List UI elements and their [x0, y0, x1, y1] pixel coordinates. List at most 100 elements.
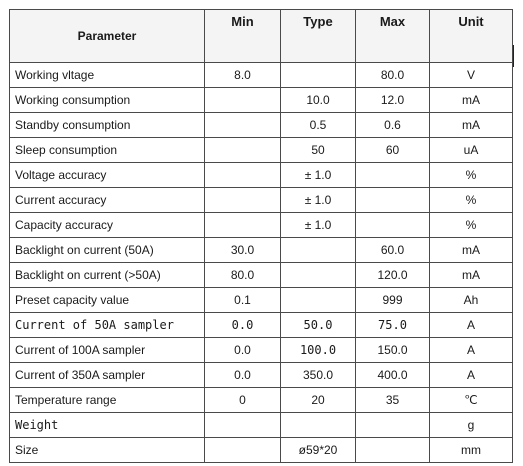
cell-unit: A	[429, 337, 513, 363]
cell-min: 0.1	[204, 287, 281, 313]
cell-type: ± 1.0	[280, 187, 356, 213]
cell-type: 350.0	[280, 362, 356, 388]
cell-unit: %	[429, 187, 513, 213]
spec-table-header: Parameter Min Type Max Unit	[9, 9, 513, 63]
cell-unit: mA	[429, 112, 513, 138]
cell-type: ø59*20	[280, 437, 356, 463]
cell-unit: A	[429, 362, 513, 388]
cell-max: 60	[355, 137, 430, 163]
header-unit: Unit	[429, 9, 513, 63]
cell-type: 0.5	[280, 112, 356, 138]
table-row: Temperature range 0 20 35 ℃	[9, 387, 513, 413]
cell-type	[280, 412, 356, 438]
cell-unit: mm	[429, 437, 513, 463]
cell-max: 75.0	[355, 312, 430, 338]
cell-max: 12.0	[355, 87, 430, 113]
cell-max	[355, 437, 430, 463]
cell-parameter: Size	[9, 437, 205, 463]
cell-type	[280, 287, 356, 313]
cell-parameter: Temperature range	[9, 387, 205, 413]
cell-unit: V	[429, 62, 513, 88]
cell-parameter: Current of 100A sampler	[9, 337, 205, 363]
cell-parameter: Preset capacity value	[9, 287, 205, 313]
cell-max: 120.0	[355, 262, 430, 288]
cell-min: 0.0	[204, 362, 281, 388]
table-row: Current of 350A sampler 0.0 350.0 400.0 …	[9, 362, 513, 388]
cell-unit: uA	[429, 137, 513, 163]
cell-min	[204, 437, 281, 463]
header-row: Parameter Min Type Max Unit	[9, 9, 513, 63]
cell-max	[355, 162, 430, 188]
cell-max: 999	[355, 287, 430, 313]
cell-type: 50	[280, 137, 356, 163]
spec-table: Parameter Min Type Max Unit Working vlta…	[9, 9, 513, 463]
cell-parameter: Current accuracy	[9, 187, 205, 213]
cell-max: 0.6	[355, 112, 430, 138]
cell-parameter: Backlight on current (50A)	[9, 237, 205, 263]
cell-unit: A	[429, 312, 513, 338]
table-row: Weight g	[9, 412, 513, 438]
cell-parameter: Weight	[9, 412, 205, 438]
table-row: Working vltage 8.0 80.0 V	[9, 62, 513, 88]
cell-unit: %	[429, 162, 513, 188]
table-row: Backlight on current (>50A) 80.0 120.0 m…	[9, 262, 513, 288]
cell-min	[204, 412, 281, 438]
cell-parameter: Backlight on current (>50A)	[9, 262, 205, 288]
cell-min: 80.0	[204, 262, 281, 288]
cell-min	[204, 137, 281, 163]
header-type: Type	[280, 9, 356, 63]
cell-type	[280, 62, 356, 88]
cell-min: 0.0	[204, 337, 281, 363]
cell-max: 150.0	[355, 337, 430, 363]
cell-max	[355, 412, 430, 438]
cell-max: 60.0	[355, 237, 430, 263]
cell-max: 80.0	[355, 62, 430, 88]
cell-parameter: Voltage accuracy	[9, 162, 205, 188]
table-row: Current of 100A sampler 0.0 100.0 150.0 …	[9, 337, 513, 363]
cell-min	[204, 162, 281, 188]
cell-type: 20	[280, 387, 356, 413]
cell-unit: g	[429, 412, 513, 438]
cell-min: 8.0	[204, 62, 281, 88]
table-row: Working consumption 10.0 12.0 mA	[9, 87, 513, 113]
cell-type	[280, 262, 356, 288]
cell-parameter: Current of 50A sampler	[9, 312, 205, 338]
cell-min: 0	[204, 387, 281, 413]
cell-max: 400.0	[355, 362, 430, 388]
cell-min: 0.0	[204, 312, 281, 338]
table-row: Backlight on current (50A) 30.0 60.0 mA	[9, 237, 513, 263]
cell-unit: ℃	[429, 387, 513, 413]
cell-parameter: Working vltage	[9, 62, 205, 88]
cell-parameter: Sleep consumption	[9, 137, 205, 163]
cell-type: 10.0	[280, 87, 356, 113]
header-max: Max	[355, 9, 430, 63]
table-row: Preset capacity value 0.1 999 Ah	[9, 287, 513, 313]
cell-type: ± 1.0	[280, 162, 356, 188]
cell-parameter: Capacity accuracy	[9, 212, 205, 238]
table-row: Sleep consumption 50 60 uA	[9, 137, 513, 163]
page-edge-mark	[512, 45, 514, 67]
cell-min: 30.0	[204, 237, 281, 263]
cell-unit: %	[429, 212, 513, 238]
cell-parameter: Standby consumption	[9, 112, 205, 138]
cell-unit: Ah	[429, 287, 513, 313]
cell-unit: mA	[429, 262, 513, 288]
cell-min	[204, 212, 281, 238]
cell-min	[204, 112, 281, 138]
spec-table-body: Working vltage 8.0 80.0 V Working consum…	[9, 62, 513, 463]
table-row: Standby consumption 0.5 0.6 mA	[9, 112, 513, 138]
cell-min	[204, 187, 281, 213]
cell-parameter: Working consumption	[9, 87, 205, 113]
cell-unit: mA	[429, 237, 513, 263]
table-row: Size ø59*20 mm	[9, 437, 513, 463]
table-row: Current accuracy ± 1.0 %	[9, 187, 513, 213]
header-min: Min	[204, 9, 281, 63]
table-row: Current of 50A sampler 0.0 50.0 75.0 A	[9, 312, 513, 338]
header-parameter: Parameter	[9, 9, 205, 63]
cell-type	[280, 237, 356, 263]
cell-max	[355, 212, 430, 238]
cell-max: 35	[355, 387, 430, 413]
cell-min	[204, 87, 281, 113]
cell-unit: mA	[429, 87, 513, 113]
cell-parameter: Current of 350A sampler	[9, 362, 205, 388]
